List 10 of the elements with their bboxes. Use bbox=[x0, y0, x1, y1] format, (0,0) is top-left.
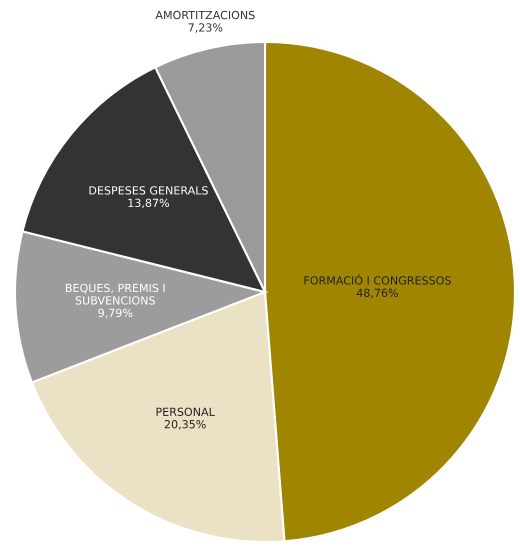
slice-label: FORMACIÓ I CONGRESSOS bbox=[304, 274, 451, 285]
data-label: 48,76% bbox=[356, 288, 398, 298]
slice-label: PERSONAL bbox=[156, 408, 215, 416]
data-label: 20,35% bbox=[164, 420, 206, 430]
slice-label: DESPESES GENERALS bbox=[89, 186, 208, 195]
data-label: 9,79% bbox=[98, 308, 132, 318]
data-label: 7,23% bbox=[188, 23, 222, 33]
slice-label: BEQUES, PREMIS I SUBVENCIONS bbox=[66, 284, 165, 305]
slice-label: AMORTITZACIONS bbox=[155, 10, 255, 20]
data-label: 13,87% bbox=[128, 198, 170, 208]
